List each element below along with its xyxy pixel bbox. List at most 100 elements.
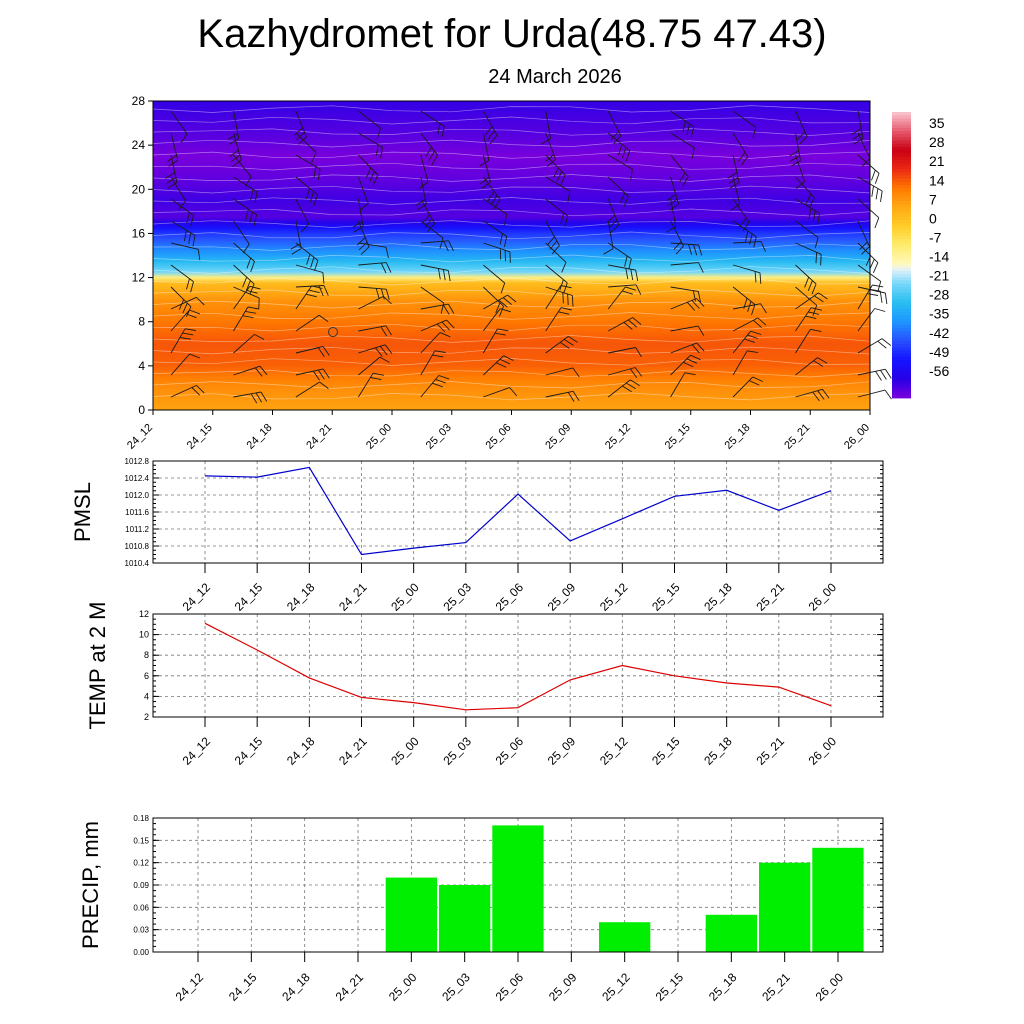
colorbar-cell <box>892 210 911 215</box>
wind-barb <box>545 286 574 307</box>
wind-barb <box>358 110 381 139</box>
colorbar-cell <box>892 200 911 205</box>
pmsl-x-tick-label: 25_06 <box>493 580 527 614</box>
precip-x-tick-label: 24_12 <box>173 970 207 1004</box>
colorbar-cell <box>892 248 911 253</box>
colorbar-cell <box>892 258 911 262</box>
wind-barb <box>545 390 580 402</box>
wind-barb <box>857 198 880 229</box>
wind-barb <box>608 264 639 281</box>
wind-barb <box>233 334 265 354</box>
wind-barb <box>170 309 200 332</box>
wind-barb <box>420 350 446 376</box>
colorbar-cell <box>892 375 911 380</box>
colorbar-cell <box>892 251 911 256</box>
pmsl-y-tick-label: 1010.8 <box>125 542 150 551</box>
pmsl-y-tick-label: 1012.0 <box>125 491 150 500</box>
cross-y-tick-label: 8 <box>138 315 145 329</box>
colorbar-label: -49 <box>929 344 949 360</box>
temp-2m-x-tick-label: 25_21 <box>753 734 787 768</box>
chart-subtitle: 24 March 2026 <box>488 66 622 88</box>
colorbar-cell <box>892 178 911 183</box>
wind-barb <box>482 308 511 332</box>
wind-barb <box>479 132 490 167</box>
colorbar-cell <box>892 181 911 186</box>
colorbar-cell <box>892 197 911 202</box>
precip-x-tick-label: 25_03 <box>439 970 473 1004</box>
wind-barb <box>607 286 637 310</box>
colorbar-cell <box>892 334 911 339</box>
colorbar-cell <box>892 137 911 141</box>
contour-line <box>152 105 871 113</box>
wind-barb <box>732 132 749 166</box>
wind-barb <box>295 368 330 381</box>
colorbar-cell <box>892 369 911 373</box>
colorbar-cell <box>892 277 911 281</box>
wind-barb <box>420 264 451 282</box>
wind-barb <box>482 328 509 354</box>
colorbar-cell <box>892 188 911 192</box>
wind-barb <box>420 319 455 333</box>
temp-2m-x-tick-label: 25_03 <box>440 734 474 768</box>
colorbar-cell <box>892 359 911 364</box>
colorbar-cell <box>892 347 911 351</box>
wind-barb <box>358 132 383 159</box>
wind-barb <box>233 285 261 310</box>
colorbar-cell <box>892 216 911 221</box>
wind-barb <box>170 384 205 398</box>
wind-barb <box>795 357 828 376</box>
colorbar-cell <box>892 143 911 148</box>
colorbar-cell <box>892 185 911 189</box>
wind-barb <box>233 365 268 377</box>
wind-barb <box>545 307 572 332</box>
precip-y-tick-label: 0.12 <box>133 859 149 868</box>
colorbar-cell <box>892 331 911 335</box>
wind-barb <box>670 110 695 138</box>
wind-barb <box>290 220 302 255</box>
contour-line <box>152 289 871 297</box>
wind-barb <box>857 264 882 293</box>
wind-barb <box>545 132 556 167</box>
wind-barb <box>233 306 259 332</box>
temp-2m-x-tick-label: 24_21 <box>336 734 370 768</box>
pmsl-series-line <box>204 466 832 556</box>
contour-line <box>152 358 871 366</box>
wind-barb <box>358 344 393 357</box>
colorbar-cell <box>892 321 911 326</box>
cross-x-tick-label: 25_12 <box>603 422 633 452</box>
wind-barb <box>482 286 505 317</box>
colorbar-cell <box>892 391 911 396</box>
wind-barb <box>545 336 578 354</box>
wind-barb <box>420 220 444 249</box>
colorbar-cell <box>892 242 911 246</box>
wind-barb <box>170 198 195 227</box>
wind-barb <box>358 372 384 398</box>
wind-barb <box>732 376 763 398</box>
wind-barb <box>482 355 514 376</box>
precip-x-tick-label: 25_18 <box>706 970 740 1004</box>
wind-barb <box>229 132 242 167</box>
wind-barb <box>795 220 819 249</box>
wind-barb <box>233 242 255 272</box>
colorbar-cell <box>892 261 911 265</box>
colorbar-label: -35 <box>929 306 949 322</box>
temp-2m-y-tick-label: 4 <box>144 691 149 701</box>
wind-barb <box>483 242 511 263</box>
wind-barb <box>482 110 498 145</box>
wind-barb <box>670 342 705 354</box>
contour-line <box>152 208 871 217</box>
cross-y-tick-label: 12 <box>132 271 146 285</box>
colorbar-cell <box>892 385 911 389</box>
colorbar-cell <box>892 124 911 129</box>
wind-barb <box>420 240 454 252</box>
wind-barb <box>795 292 828 310</box>
temp-2m-x-tick-label: 25_12 <box>597 734 631 768</box>
precip-y-tick-label: 0.09 <box>133 881 149 890</box>
pmsl-x-tick-label: 25_12 <box>597 580 631 614</box>
wind-barb <box>420 332 451 354</box>
colorbar-cell <box>892 356 911 361</box>
colorbar-label: 0 <box>929 210 937 226</box>
temp-2m-x-tick-label: 25_15 <box>649 734 683 768</box>
contour-line <box>152 277 871 286</box>
